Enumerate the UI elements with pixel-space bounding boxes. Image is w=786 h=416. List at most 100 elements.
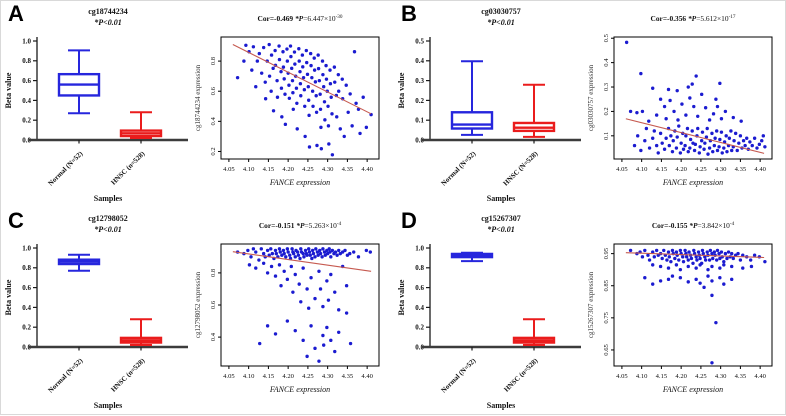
y-tick-label: 0.3	[415, 77, 424, 85]
y-tick-label: 1.0	[22, 244, 31, 252]
y-axis-label: Beta value	[4, 72, 13, 108]
x-tick-label: 4.20	[675, 373, 687, 380]
y-tick-label: 0.1	[603, 132, 610, 140]
x-axis-label: Samples	[487, 401, 515, 410]
y-tick-label: 0.4	[210, 117, 217, 126]
group-label: Normal (N=52)	[47, 356, 85, 394]
y-tick-label: 0.2	[415, 324, 424, 332]
y-axis-label: Beta value	[397, 279, 406, 315]
x-axis-label: FANCE expression	[662, 178, 723, 187]
regression-line	[232, 44, 372, 115]
panel-label-B: B	[401, 1, 417, 26]
regression-line	[625, 118, 765, 154]
x-axis-label: FANCE expression	[269, 178, 330, 187]
y-tick-label: 0.2	[603, 107, 610, 115]
y-tick-label: 0.65	[603, 343, 610, 355]
y-tick-label: 0.0	[415, 343, 424, 351]
x-tick-label: 4.10	[243, 373, 255, 380]
scatter-points	[624, 40, 767, 156]
y-tick-label: 0.3	[603, 82, 610, 91]
y-axis-label: Beta value	[4, 279, 13, 315]
box-title: cg15267307	[481, 214, 521, 223]
y-tick-label: 0.6	[210, 86, 217, 95]
x-tick-label: 4.25	[695, 373, 707, 380]
x-tick-label: 4.15	[263, 166, 275, 173]
group-label: Normal (N=52)	[440, 149, 478, 187]
x-tick-label: 4.30	[322, 166, 334, 173]
y-tick-label: 0.4	[22, 304, 31, 312]
x-tick-label: 4.05	[223, 373, 235, 380]
y-tick-label: 0.8	[210, 268, 217, 277]
x-tick-label: 4.15	[263, 373, 275, 380]
boxplot-A: cg18744234 *P<0.01 0.0 0.2 0.4 0.6 0.8 1.0 Beta …	[4, 7, 188, 203]
y-tick-label: 0.0	[22, 136, 31, 144]
y-tick-label: 0.2	[415, 97, 424, 105]
x-axis-label: FANCE expression	[662, 385, 723, 394]
y-tick-label: 1.0	[415, 244, 424, 252]
x-axis-label: Samples	[94, 401, 122, 410]
x-axis-label: FANCE expression	[269, 385, 330, 394]
y-tick-label: 0.8	[22, 264, 31, 272]
scatter-title: Cor=-0.356 *P=5.612×10-17	[651, 14, 736, 23]
panel-label-A: A	[8, 1, 24, 26]
x-tick-label: 4.10	[636, 373, 648, 380]
plot-frame	[220, 243, 380, 367]
y-axis-label: Beta value	[397, 72, 406, 108]
y-axis-label: cg18744234 expression	[194, 64, 202, 131]
scatter-points	[235, 247, 373, 363]
group-label: Normal (N=52)	[440, 356, 478, 394]
x-tick-label: 4.05	[616, 373, 628, 380]
scatterplot-A: Cor=-0.469 *P=6.447×10-30 4.05 4.10 4.15 4.2…	[194, 14, 380, 187]
plot-frame	[613, 36, 773, 160]
box-title: cg03030757	[481, 7, 521, 16]
plot-frame	[220, 36, 380, 160]
x-tick-label: 4.15	[656, 373, 668, 380]
y-axis-label: cg12798052 expression	[194, 271, 202, 338]
x-tick-label: 4.40	[754, 373, 766, 380]
y-tick-label: 0.6	[210, 300, 217, 309]
box-pvalue: *P<0.01	[94, 18, 121, 27]
y-tick-label: 0.4	[603, 58, 610, 67]
panel-C: C cg12798052 *P<0.01 0.0 0.2 0.4 0.6 0.8 1.0 Bet…	[1, 208, 394, 416]
y-tick-label: 0.95	[603, 247, 610, 259]
box-pvalue: *P<0.01	[487, 18, 514, 27]
x-tick-label: 4.40	[754, 166, 766, 173]
x-tick-label: 4.35	[342, 373, 354, 380]
y-tick-label: 0.2	[22, 117, 31, 125]
x-tick-label: 4.30	[715, 166, 727, 173]
x-tick-label: 4.40	[361, 373, 373, 380]
x-tick-label: 4.20	[282, 373, 294, 380]
group-label: Normal (N=52)	[47, 149, 85, 187]
y-tick-label: 0.6	[22, 77, 31, 85]
x-axis-label: Samples	[487, 194, 515, 203]
y-tick-label: 0.8	[210, 56, 217, 65]
panel-D: D cg15267307 *P<0.01 0.0 0.2 0.4 0.6 0.8 1.0 Bet…	[394, 208, 786, 416]
x-tick-label: 4.35	[735, 166, 747, 173]
panel-A: A cg18744234 *P<0.01 0.0 0.2 0.4 0.6 0.8 1.0 Bet…	[1, 1, 394, 208]
y-tick-label: 0.8	[415, 264, 424, 272]
regression-line	[625, 252, 765, 259]
plot-frame	[613, 243, 773, 367]
x-tick-label: 4.20	[282, 166, 294, 173]
scatter-points	[235, 42, 373, 157]
x-tick-label: 4.35	[735, 373, 747, 380]
y-axis-label: cg03030757 expression	[587, 64, 595, 131]
scatter-title: Cor=-0.469 *P=6.447×10-30	[258, 14, 343, 23]
y-tick-label: 0.1	[415, 117, 424, 125]
box-pvalue: *P<0.01	[487, 225, 514, 234]
x-tick-label: 4.25	[302, 166, 314, 173]
y-tick-label: 0.6	[22, 284, 31, 292]
panel-B: B cg03030757 *P<0.01 0.0 0.1 0.2 0.3 0.4 0.5 Bet…	[394, 1, 786, 208]
y-tick-label: 1.0	[22, 37, 31, 45]
scatterplot-D: Cor=-0.155 *P=3.842×10-4 4.05 4.10 4.15 4.20…	[587, 221, 773, 394]
y-tick-label: 0.85	[603, 279, 610, 291]
box	[450, 111, 494, 130]
regression-line	[232, 251, 372, 272]
x-tick-label: 4.05	[616, 166, 628, 173]
group-label: HNSC (N=528)	[502, 149, 540, 187]
x-tick-label: 4.25	[302, 373, 314, 380]
scatterplot-C: Cor=-0.151 *P=5.263×10-4 4.05 4.10 4.15 4.20…	[194, 221, 380, 394]
x-tick-label: 4.05	[223, 166, 235, 173]
group-label: HNSC (n=528)	[109, 149, 146, 186]
